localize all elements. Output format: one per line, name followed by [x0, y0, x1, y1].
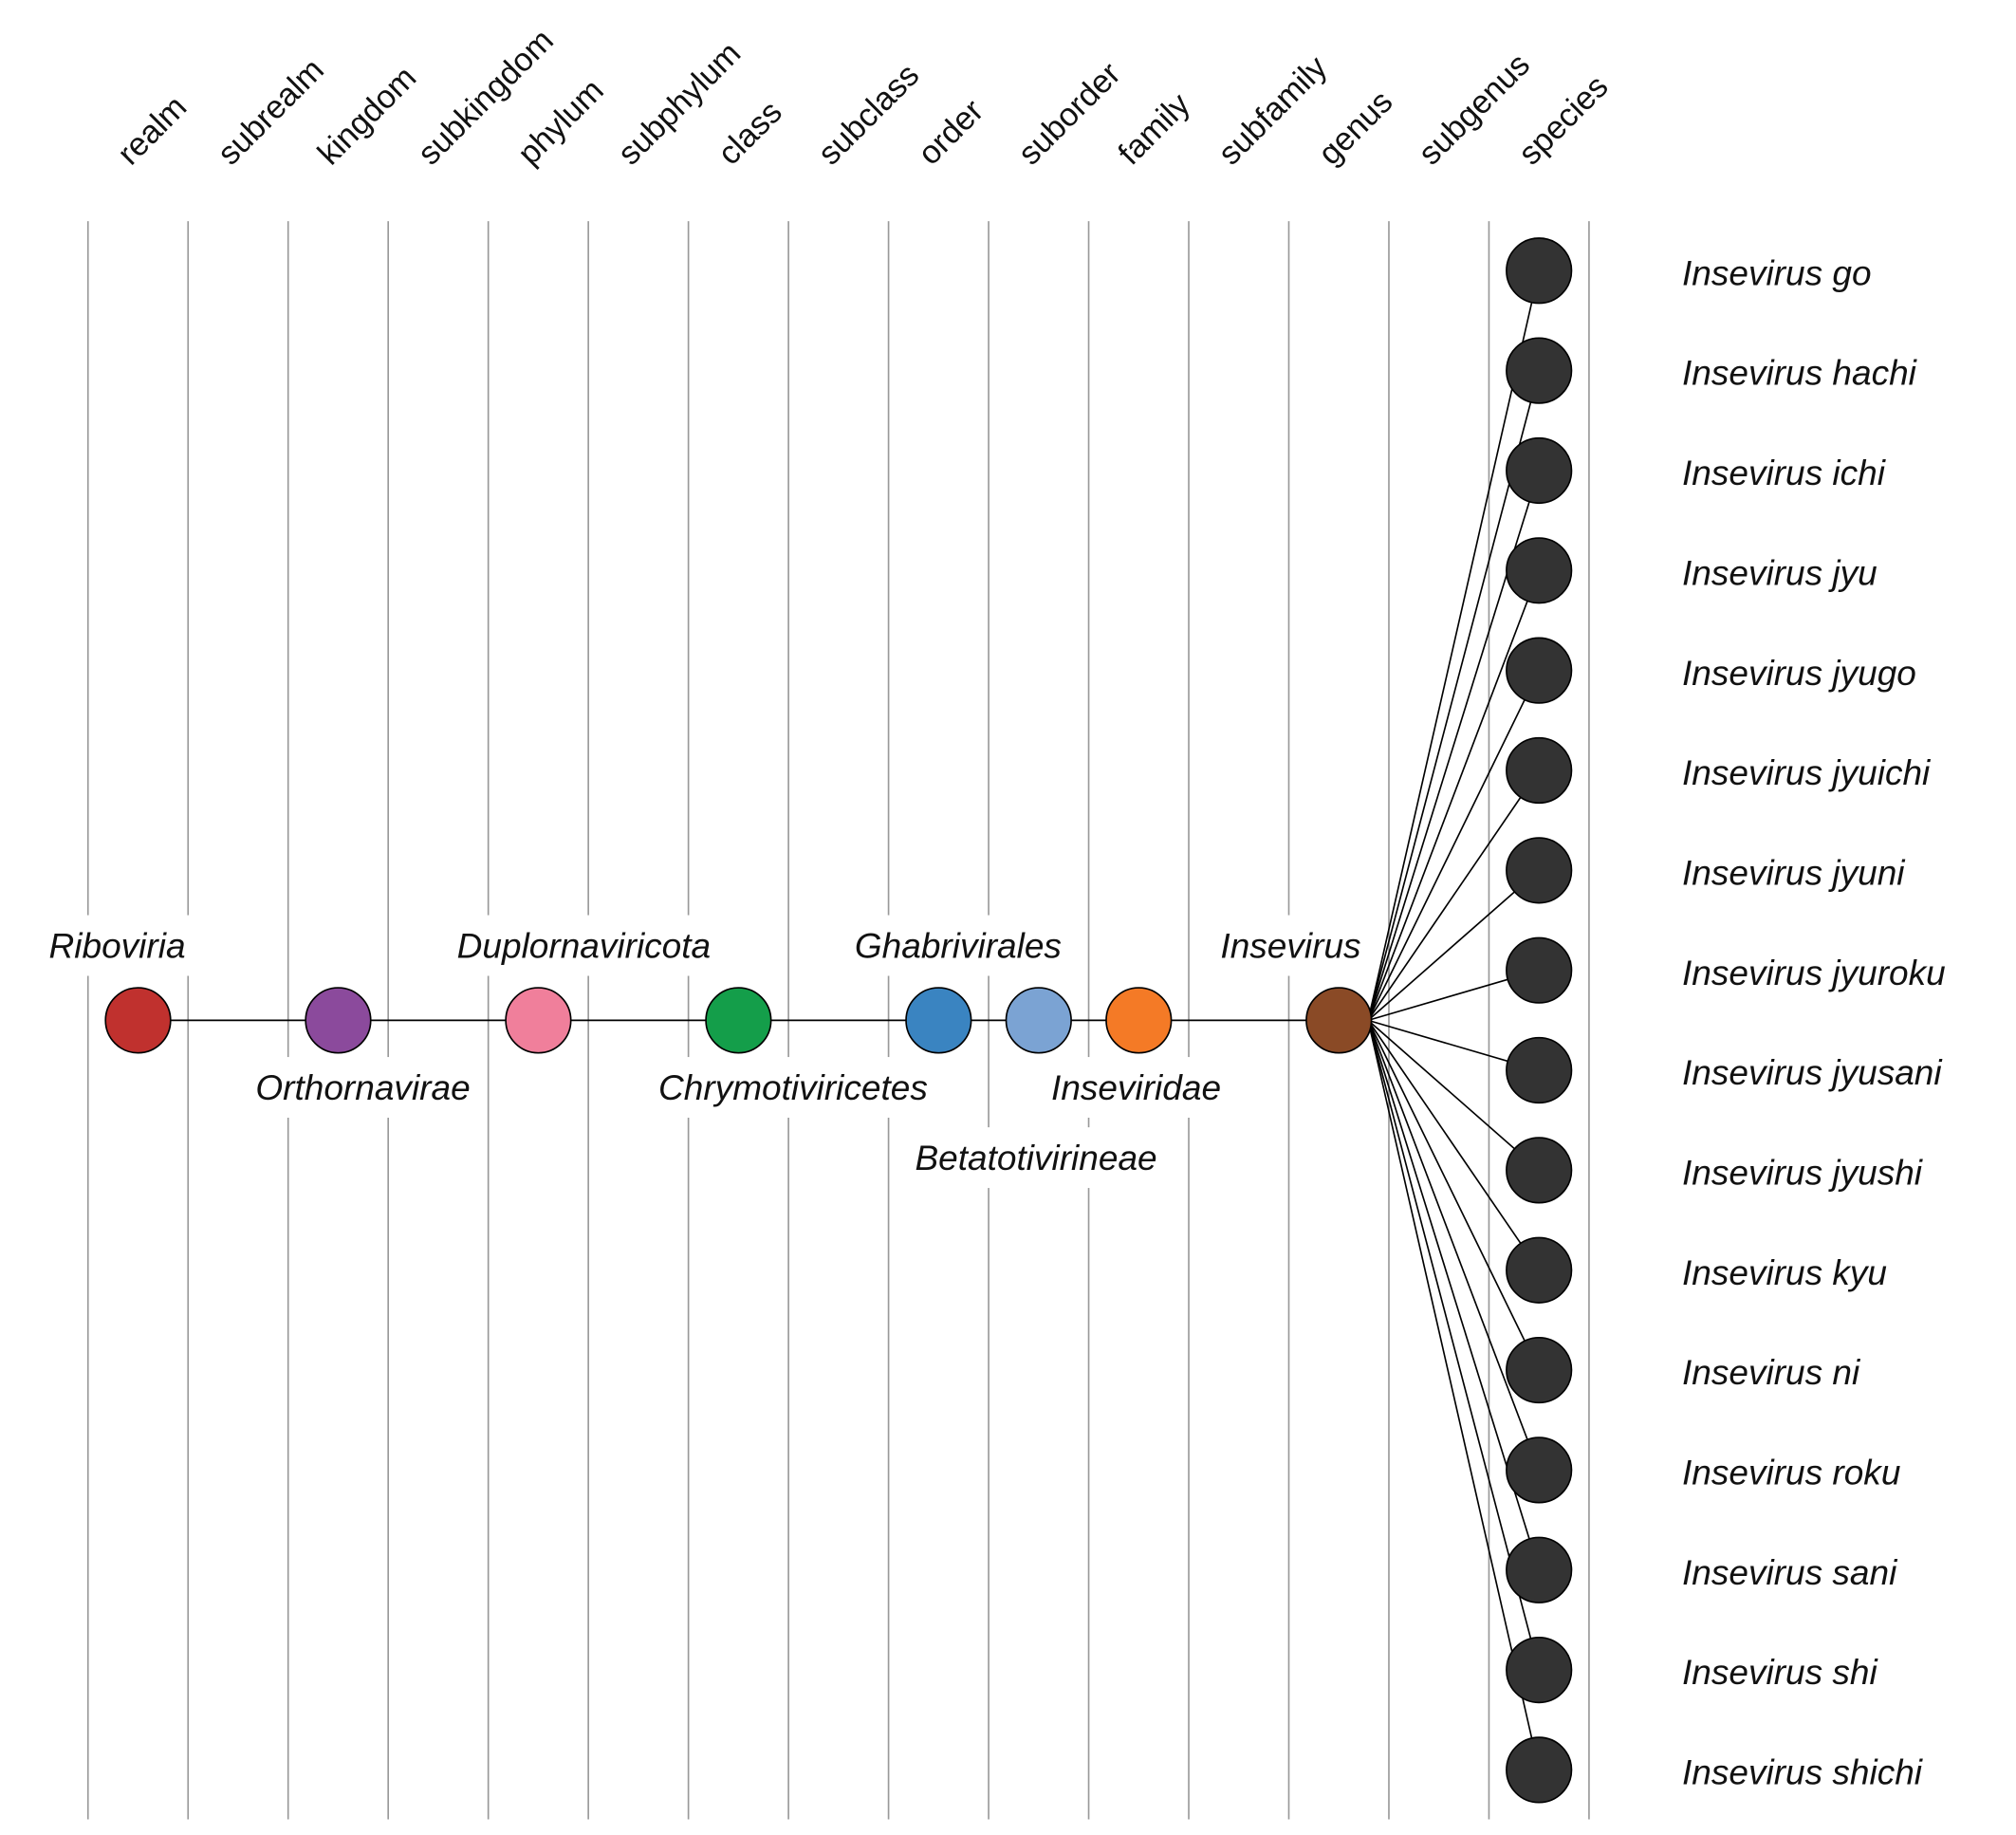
species-node: [1506, 1036, 1573, 1104]
species-edge: [1367, 1020, 1540, 1770]
species-node: [1506, 1536, 1573, 1603]
species-label: Insevirus jyuichi: [1682, 752, 1932, 792]
taxon-label-backdrop: [44, 915, 192, 976]
species-edge: [1367, 1019, 1540, 1371]
species-node: [1506, 1336, 1573, 1404]
species-edge: [1367, 270, 1540, 1021]
species-node: [1506, 736, 1573, 805]
taxon-label-backdrop: [653, 1057, 934, 1119]
taxon-label-backdrop: [1214, 915, 1367, 976]
species-label: Insevirus shichi: [1682, 1752, 1924, 1792]
species-edge: [1367, 769, 1540, 1021]
species-label: Insevirus jyu: [1682, 552, 1877, 592]
species-node: [1506, 436, 1573, 505]
taxon-label-kingdom: Orthornavirae: [255, 1067, 470, 1107]
rank-header-genus: genus: [1312, 83, 1400, 172]
species-node: [1506, 837, 1573, 904]
rank-header-subfamily: subfamily: [1211, 48, 1335, 172]
taxon-label-order: Ghabrivirales: [855, 926, 1062, 966]
taxon-node-family: [1105, 987, 1173, 1054]
species-label: Insevirus ni: [1682, 1352, 1861, 1392]
rank-header-subrealm: subrealm: [211, 52, 331, 173]
taxon-label-backdrop: [849, 915, 1067, 976]
taxon-label-backdrop: [452, 915, 716, 976]
species-label: Insevirus jyugo: [1682, 653, 1916, 693]
taxon-node-genus: [1305, 987, 1373, 1054]
rank-header-realm: realm: [111, 89, 194, 172]
species-node: [1506, 1236, 1573, 1304]
taxon-node-order: [905, 987, 972, 1054]
taxon-node-kingdom: [305, 987, 372, 1054]
rank-header-class: class: [712, 94, 789, 172]
taxon-label-backdrop: [909, 1127, 1163, 1189]
taxon-label-phylum: Duplornaviricota: [457, 926, 711, 966]
species-label: Insevirus jyusani: [1682, 1052, 1943, 1092]
rank-header-species: species: [1512, 68, 1616, 172]
species-label: Insevirus sani: [1682, 1552, 1898, 1592]
taxon-label-backdrop: [250, 1057, 476, 1119]
species-label: Insevirus jyuroku: [1682, 953, 1946, 992]
species-edge: [1367, 570, 1540, 1021]
taxon-label-realm: Riboviria: [49, 926, 186, 966]
taxon-node-suborder: [1005, 987, 1072, 1054]
rank-header-family: family: [1112, 85, 1198, 172]
species-label: Insevirus jyuni: [1682, 852, 1906, 892]
species-label: Insevirus ichi: [1682, 453, 1887, 492]
species-edge: [1367, 670, 1540, 1021]
species-node: [1506, 637, 1573, 704]
taxon-label-backdrop: [1045, 1057, 1227, 1119]
species-node: [1506, 1137, 1573, 1204]
species-label: Insevirus kyu: [1682, 1252, 1887, 1292]
species-label: Insevirus roku: [1682, 1452, 1900, 1492]
species-node: [1506, 1636, 1573, 1704]
species-node: [1506, 1736, 1573, 1804]
species-edge: [1367, 869, 1540, 1021]
species-edge: [1367, 1019, 1540, 1171]
species-node: [1506, 237, 1573, 305]
taxon-label-class: Chrymotiviricetes: [658, 1067, 928, 1107]
rank-header-subclass: subclass: [811, 57, 926, 172]
species-node: [1506, 936, 1573, 1004]
species-node: [1506, 537, 1573, 604]
taxon-node-class: [705, 987, 772, 1054]
species-node: [1506, 1436, 1573, 1504]
species-label: Insevirus go: [1682, 252, 1872, 292]
rank-header-suborder: suborder: [1011, 56, 1128, 173]
species-label: Insevirus jyushi: [1682, 1152, 1924, 1192]
taxon-label-suborder: Betatotivirineae: [915, 1138, 1156, 1177]
taxon-label-genus: Insevirus: [1220, 926, 1360, 966]
species-edge: [1367, 1019, 1540, 1271]
taxon-node-phylum: [505, 987, 572, 1054]
species-label: Insevirus shi: [1682, 1652, 1878, 1692]
species-node: [1506, 337, 1573, 404]
taxon-label-family: Inseviridae: [1051, 1067, 1221, 1107]
taxon-node-realm: [104, 987, 172, 1054]
species-edge: [1367, 1020, 1540, 1471]
rank-header-phylum: phylum: [511, 72, 611, 172]
rank-header-order: order: [912, 93, 990, 172]
species-label: Insevirus hachi: [1682, 353, 1918, 393]
